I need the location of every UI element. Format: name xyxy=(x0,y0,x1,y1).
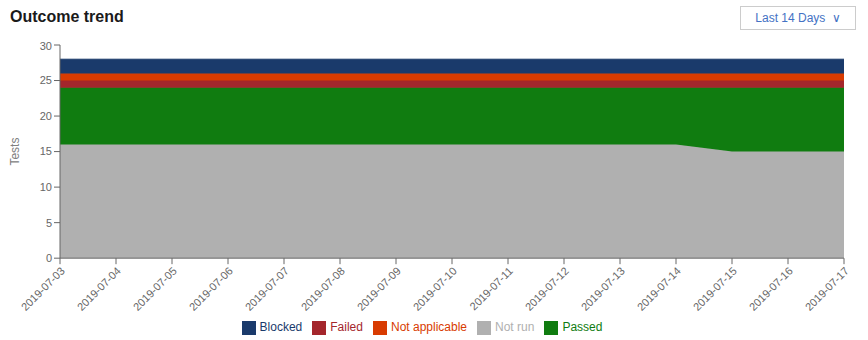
svg-text:0: 0 xyxy=(46,252,52,264)
svg-text:2019-07-10: 2019-07-10 xyxy=(411,265,459,313)
svg-text:2019-07-07: 2019-07-07 xyxy=(243,265,291,313)
svg-text:2019-07-04: 2019-07-04 xyxy=(75,265,123,313)
svg-text:20: 20 xyxy=(40,110,52,122)
html-text:Not run: Not run xyxy=(495,320,535,335)
svg-text:30: 30 xyxy=(40,40,52,52)
html-text:Failed: Failed xyxy=(330,320,363,335)
svg-text:2019-07-15: 2019-07-15 xyxy=(691,265,739,313)
svg-text:2019-07-11: 2019-07-11 xyxy=(467,265,515,313)
svg-text:5: 5 xyxy=(46,217,52,229)
html-text:Blocked: Blocked xyxy=(259,320,303,335)
svg-text:2019-07-14: 2019-07-14 xyxy=(635,265,683,313)
svg-text:2019-07-17: 2019-07-17 xyxy=(803,265,851,313)
svg-text:2019-07-06: 2019-07-06 xyxy=(187,265,235,313)
html-text:Last 14 Days ∨: Last 14 Days ∨ xyxy=(755,11,841,25)
svg-text:10: 10 xyxy=(40,181,52,193)
svg-text:2019-07-08: 2019-07-08 xyxy=(299,265,347,313)
svg-text:2019-07-16: 2019-07-16 xyxy=(747,265,795,313)
html-text:Outcome trend: Outcome trend xyxy=(10,8,124,25)
html-text:Passed: Passed xyxy=(562,320,603,335)
svg-text:25: 25 xyxy=(40,74,52,86)
svg-text:15: 15 xyxy=(40,145,52,157)
svg-text:2019-07-13: 2019-07-13 xyxy=(579,265,627,313)
svg-text:Tests: Tests xyxy=(8,138,22,166)
svg-text:2019-07-03: 2019-07-03 xyxy=(19,265,67,313)
svg-text:2019-07-12: 2019-07-12 xyxy=(523,265,571,313)
svg-text:2019-07-09: 2019-07-09 xyxy=(355,265,403,313)
html-text:Not applicable: Not applicable xyxy=(391,320,467,335)
svg-text:2019-07-05: 2019-07-05 xyxy=(131,265,179,313)
